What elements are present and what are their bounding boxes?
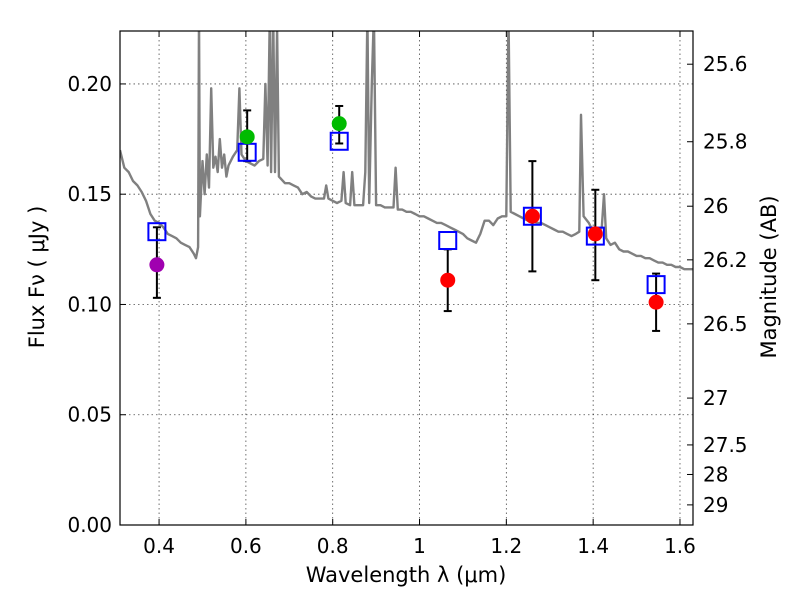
x-tick-label: 1.6 bbox=[664, 534, 696, 558]
x-tick-label: 0.4 bbox=[143, 534, 175, 558]
y-tick-label: 0.10 bbox=[67, 292, 112, 316]
y-tick-label: 0.05 bbox=[67, 403, 112, 427]
observed-flux-point bbox=[239, 129, 255, 145]
model-photometry-square bbox=[438, 231, 458, 251]
model-photometry-square bbox=[147, 222, 167, 242]
magnitude-tick-label: 29 bbox=[703, 493, 728, 517]
x-tick-label: 1.4 bbox=[577, 534, 609, 558]
model-photometry-square bbox=[329, 131, 349, 151]
magnitude-tick-label: 25.8 bbox=[703, 130, 748, 154]
observed-flux-point bbox=[149, 257, 165, 273]
y-axis-label: Flux Fν ( μJy ) bbox=[25, 206, 49, 349]
magnitude-tick-label: 27 bbox=[703, 386, 728, 410]
observed-flux-point bbox=[524, 208, 540, 224]
magnitude-tick-label: 26.5 bbox=[703, 312, 748, 336]
magnitude-tick-labels: 25.6 25.8 26 26.2 26.5 27 27.5 28 29 bbox=[703, 52, 748, 517]
observed-flux-point bbox=[648, 294, 664, 310]
spectrum-layer bbox=[120, 31, 693, 271]
x-tick-labels: 0.4 0.6 0.8 1 1.2 1.4 1.6 bbox=[143, 534, 696, 558]
y-tick-label: 0.15 bbox=[67, 182, 112, 206]
model-photometry-square bbox=[522, 206, 542, 226]
y-tick-label: 0.20 bbox=[67, 72, 112, 96]
magnitude-tick-label: 25.6 bbox=[703, 52, 748, 76]
magnitude-tick-label: 27.5 bbox=[703, 433, 748, 457]
x-tick-label: 1.2 bbox=[490, 534, 522, 558]
magnitude-tick-label: 26.2 bbox=[703, 248, 748, 272]
y-tick-label: 0.00 bbox=[67, 513, 112, 537]
magnitude-tick-label: 26 bbox=[703, 194, 728, 218]
observed-flux-point bbox=[587, 226, 603, 242]
observed-flux-point bbox=[331, 116, 347, 132]
x-axis-label: Wavelength λ (μm) bbox=[306, 563, 507, 587]
photometry-layer bbox=[147, 104, 666, 332]
grid-lines bbox=[120, 31, 693, 526]
x-tick-label: 1 bbox=[413, 534, 426, 558]
magnitude-axis-label: Magnitude (AB) bbox=[757, 195, 781, 358]
tick-marks bbox=[120, 31, 693, 526]
y-tick-labels: 0.00 0.05 0.10 0.15 0.20 bbox=[67, 72, 112, 537]
x-tick-label: 0.8 bbox=[317, 534, 349, 558]
x-tick-label: 0.6 bbox=[230, 534, 262, 558]
plot-frame bbox=[119, 30, 694, 526]
magnitude-tick-label: 28 bbox=[703, 462, 728, 486]
axes bbox=[119, 30, 694, 526]
model-photometry-square bbox=[646, 275, 666, 295]
observed-flux-point bbox=[440, 272, 456, 288]
model-spectrum-line bbox=[120, 31, 693, 271]
